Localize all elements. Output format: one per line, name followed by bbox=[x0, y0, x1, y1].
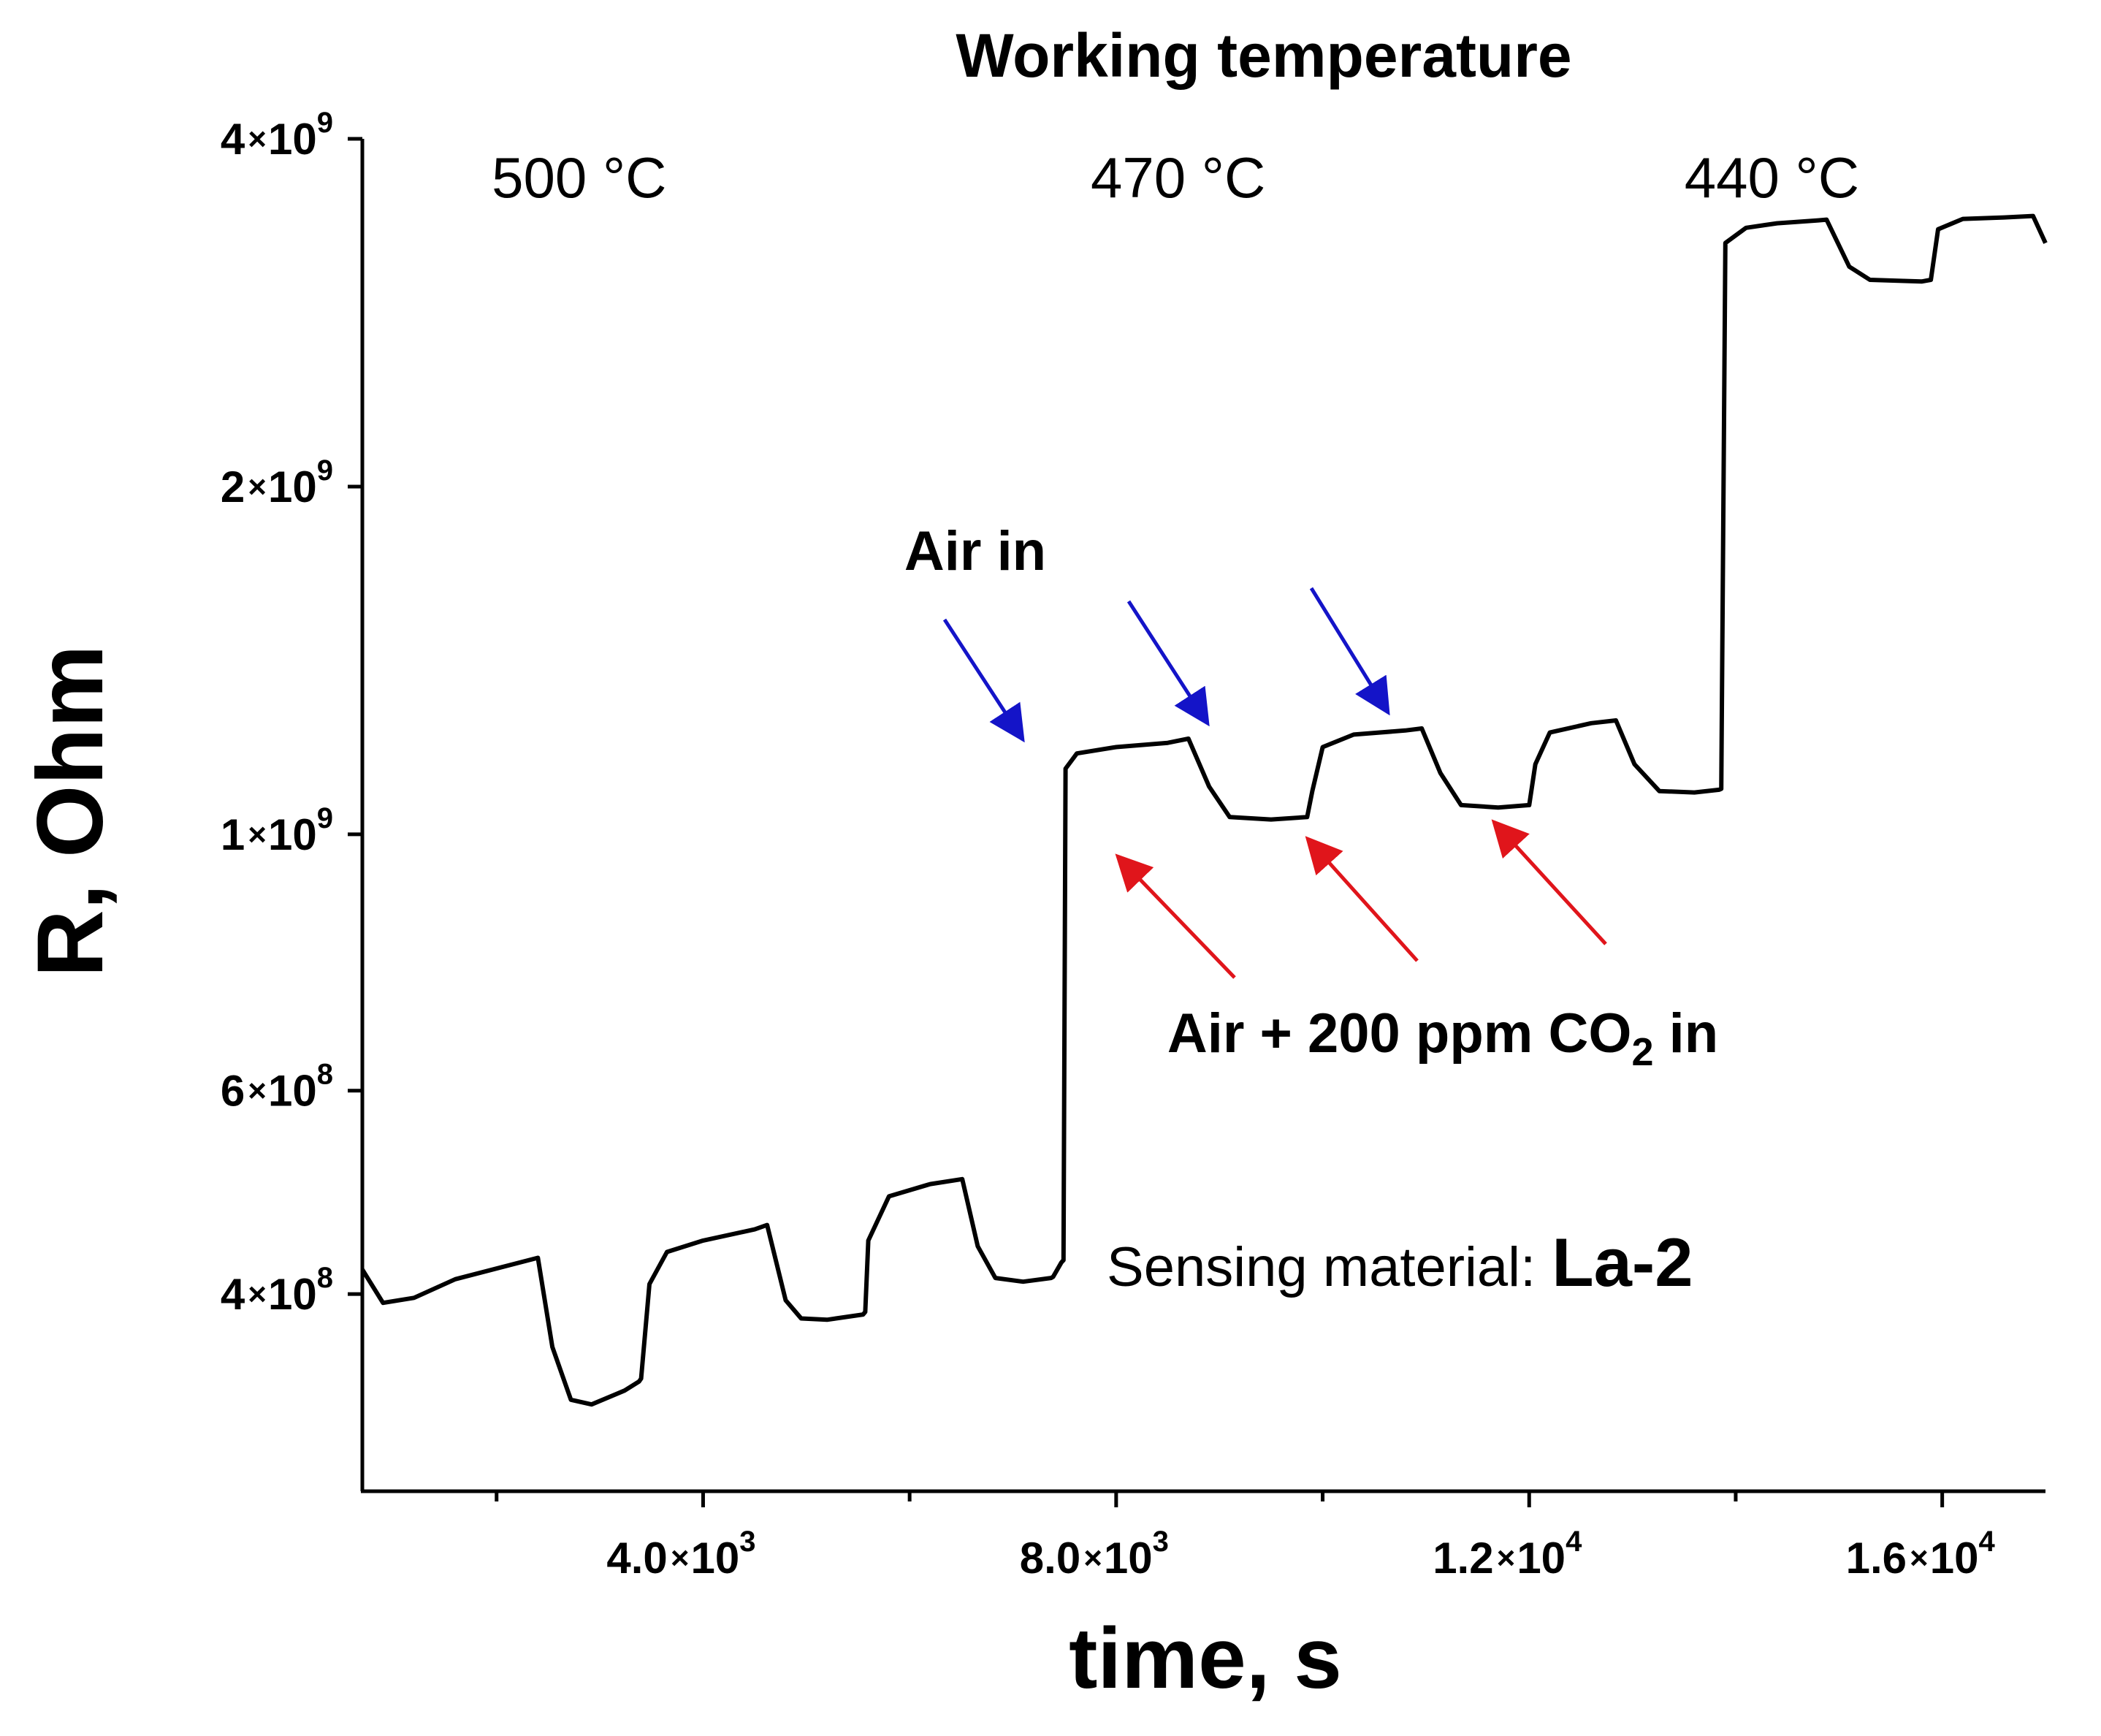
y-tick-label-base: 10 bbox=[268, 1067, 317, 1116]
y-tick-label-exponent: 9 bbox=[317, 107, 333, 139]
co2-in-arrow bbox=[1305, 836, 1419, 962]
y-tick-label-exponent: 9 bbox=[317, 454, 333, 487]
y-tick-label-mantissa: 4 bbox=[221, 1270, 245, 1319]
x-tick-label-base: 10 bbox=[1517, 1534, 1566, 1583]
x-tick-label-exponent: 4 bbox=[1978, 1526, 1995, 1558]
y-tick-label-base: 10 bbox=[268, 462, 317, 511]
y-tick-label-exponent: 8 bbox=[317, 1262, 333, 1294]
x-tick-label: 1.6×104 bbox=[1846, 1526, 1996, 1583]
y-tick-label-base: 10 bbox=[268, 1270, 317, 1319]
y-tick-label-exponent: 9 bbox=[317, 802, 333, 834]
x-tick-label-times: × bbox=[1083, 1540, 1102, 1576]
x-tick-label-mantissa: 8.0 bbox=[1020, 1534, 1080, 1583]
air-in-arrow bbox=[1309, 587, 1390, 716]
sensing-material-value: La-2 bbox=[1552, 1224, 1693, 1301]
x-tick-label: 1.2×104 bbox=[1433, 1526, 1582, 1583]
co2-in-arrow bbox=[1115, 853, 1236, 979]
y-tick-label-times: × bbox=[248, 121, 267, 157]
x-tick-label-base: 10 bbox=[1930, 1534, 1979, 1583]
temperature-label: 470 °C bbox=[1091, 145, 1265, 210]
y-tick-label-mantissa: 1 bbox=[221, 810, 245, 859]
y-tick-label-base: 10 bbox=[268, 810, 317, 859]
y-tick-label: 6×108 bbox=[221, 1059, 333, 1116]
air-in-arrow bbox=[942, 618, 1025, 743]
x-tick-label-mantissa: 1.2 bbox=[1433, 1534, 1493, 1583]
sensing-material-annotation: Sensing material: La-2 bbox=[1107, 1224, 1693, 1301]
x-tick-label-base: 10 bbox=[1104, 1534, 1153, 1583]
x-tick-label-mantissa: 4.0 bbox=[606, 1534, 667, 1583]
co2-in-arrow bbox=[1491, 819, 1607, 945]
x-tick-label-exponent: 3 bbox=[739, 1526, 755, 1558]
y-tick-label-mantissa: 2 bbox=[221, 462, 245, 511]
y-tick-label: 1×109 bbox=[221, 802, 333, 859]
y-tick-label-mantissa: 6 bbox=[221, 1067, 245, 1116]
co2-in-prefix: Air + 200 ppm CO bbox=[1167, 1002, 1632, 1065]
x-tick-label-times: × bbox=[671, 1540, 690, 1576]
y-tick-label-times: × bbox=[248, 1073, 267, 1109]
air-in-arrow bbox=[1126, 600, 1210, 727]
y-tick-label: 4×108 bbox=[221, 1262, 333, 1319]
y-tick-label-base: 10 bbox=[268, 115, 317, 164]
y-tick-label-exponent: 8 bbox=[317, 1059, 333, 1091]
x-tick-label-base: 10 bbox=[691, 1534, 740, 1583]
temperature-label: 500 °C bbox=[492, 145, 666, 210]
sensing-material-label: Sensing material: bbox=[1107, 1236, 1536, 1298]
chart-title: Working temperature bbox=[956, 21, 1571, 90]
y-tick-label-times: × bbox=[248, 817, 267, 853]
x-axis-title: time, s bbox=[1069, 1610, 1342, 1707]
co2-in-label: Air + 200 ppm CO2 in bbox=[1167, 1002, 1718, 1074]
y-tick-label: 4×109 bbox=[221, 107, 333, 164]
y-tick-label: 2×109 bbox=[221, 454, 333, 511]
temperature-label: 440 °C bbox=[1685, 145, 1859, 210]
x-tick-label-exponent: 4 bbox=[1566, 1526, 1582, 1558]
y-tick-label-mantissa: 4 bbox=[221, 115, 245, 164]
x-tick-label: 8.0×103 bbox=[1020, 1526, 1169, 1583]
co2-in-subscript: 2 bbox=[1631, 1030, 1653, 1074]
series-line-la-2 bbox=[360, 213, 2048, 1407]
x-tick-label-mantissa: 1.6 bbox=[1846, 1534, 1907, 1583]
air-in-label: Air in bbox=[904, 520, 1046, 582]
y-axis-title: R, Ohm bbox=[18, 644, 123, 977]
y-tick-label-times: × bbox=[248, 1276, 267, 1312]
x-tick-label-exponent: 3 bbox=[1153, 1526, 1169, 1558]
x-tick-label: 4.0×103 bbox=[606, 1526, 755, 1583]
y-tick-label-times: × bbox=[248, 469, 267, 505]
x-tick-label-times: × bbox=[1910, 1540, 1929, 1576]
co2-in-suffix: in bbox=[1654, 1002, 1719, 1065]
x-tick-label-times: × bbox=[1497, 1540, 1516, 1576]
